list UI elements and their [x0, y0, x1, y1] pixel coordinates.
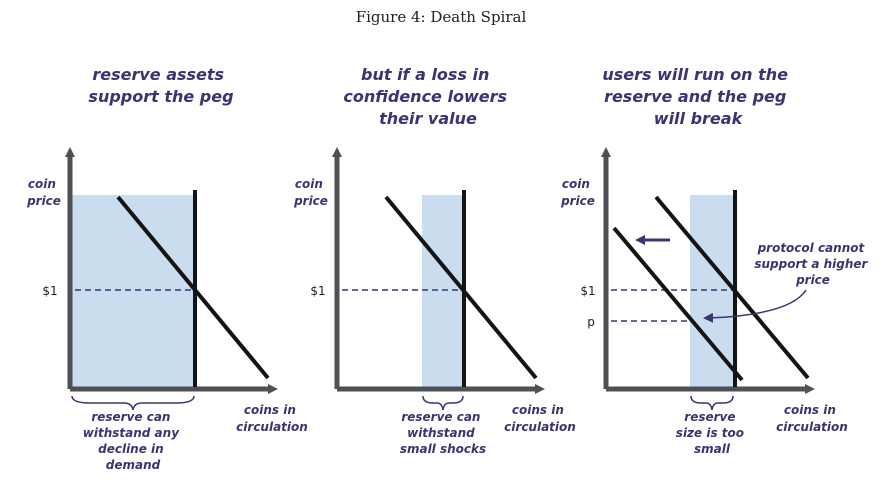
panel-3-callout-arrow: [703, 289, 807, 323]
panel-3-side-note: protocol cannot support a higher price: [754, 241, 871, 287]
panel-2-y-axis-label: coin price: [293, 177, 328, 208]
panel-1-brace: [71, 395, 195, 411]
panel-3-x-axis-label: coins in circulation: [776, 403, 848, 434]
panel-1-reserve-area: [70, 195, 195, 389]
panel-2-x-axis-label: coins in circulation: [504, 403, 576, 434]
panel-3-y-axis-label: coin price: [560, 177, 595, 208]
panel-2-demand-line: [384, 195, 538, 380]
panel-1-headline: reserve assets support the peg: [88, 65, 233, 106]
panel-1-tick-1-dollar: $1: [42, 284, 57, 298]
panel-2: but if a loss in confidence lowers their…: [293, 65, 576, 456]
panel-1: reserve assets support the peg coin pric…: [26, 65, 308, 472]
figure-caption: Figure 4: Death Spiral: [356, 8, 527, 26]
panel-2-brace: [422, 395, 464, 411]
panel-1-x-axis-label: coins in circulation: [236, 403, 308, 434]
panel-1-y-axis-label: coin price: [26, 177, 61, 208]
panel-2-headline: but if a loss in confidence lowers their…: [343, 65, 512, 128]
panel-3-headline: users will run on the reserve and the pe…: [602, 65, 793, 128]
panel-3-shifted-demand-line: [612, 226, 744, 382]
panel-3-original-demand-line: [654, 195, 810, 380]
panel-3-brace: [690, 395, 734, 411]
panel-2-reserve-area: [422, 195, 464, 389]
panel-3-bottom-note: reserve size is too small: [676, 410, 748, 456]
panel-3-tick-p: p: [587, 315, 595, 329]
panel-3-tick-1-dollar: $1: [580, 284, 595, 298]
panel-3-reserve-area: [690, 195, 735, 389]
panel-3: users will run on the reserve and the pe…: [560, 65, 871, 456]
panel-1-demand-line: [116, 195, 270, 380]
panel-1-bottom-note: reserve can withstand any decline in dem…: [83, 410, 183, 472]
panel-2-tick-1-dollar: $1: [310, 284, 325, 298]
panel-2-bottom-note: reserve can withstand small shocks: [400, 410, 486, 456]
